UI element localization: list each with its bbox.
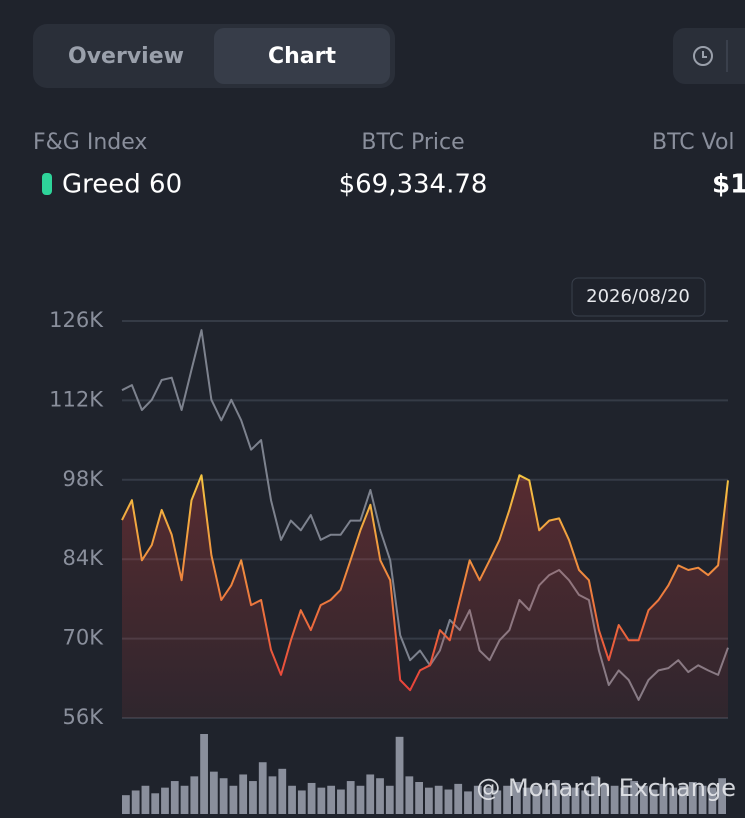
volume-bar xyxy=(317,787,326,814)
volume-bar xyxy=(708,787,717,814)
y-tick-label: 56K xyxy=(63,705,105,729)
volume-bar xyxy=(503,785,511,814)
volume-bar xyxy=(561,785,570,814)
volume-bar xyxy=(688,782,697,814)
volume-bar xyxy=(425,787,433,814)
tab[interactable]: Overview xyxy=(68,44,184,69)
y-tick-label: 84K xyxy=(63,546,105,570)
volume-bar xyxy=(200,734,208,814)
volume-bar xyxy=(718,778,726,814)
volume-bar xyxy=(307,782,316,814)
volume-bar xyxy=(532,785,541,814)
watermark: @ Monarch Exchange xyxy=(476,774,736,802)
volume-bar xyxy=(180,785,189,814)
stat-value: $69,334.78 xyxy=(339,170,488,200)
clock-hand xyxy=(702,51,707,58)
tab-active[interactable] xyxy=(214,28,390,84)
volume-bar xyxy=(288,785,296,814)
volume-bar xyxy=(346,781,355,814)
volume-bar xyxy=(278,768,287,814)
volume-bar xyxy=(571,787,580,814)
stat-value: $1 xyxy=(712,170,745,200)
volume-bar xyxy=(356,785,365,814)
y-tick-label: 70K xyxy=(63,626,105,650)
volume-bar xyxy=(151,793,160,814)
clock-icon xyxy=(693,46,713,66)
date-badge xyxy=(571,277,706,317)
volume-bar xyxy=(131,790,140,814)
volume-bar xyxy=(698,785,707,814)
volume-bar xyxy=(415,782,423,814)
volume-bar xyxy=(600,783,609,814)
volume-bar xyxy=(620,787,629,814)
volume-bar xyxy=(454,783,463,814)
stat-label: F&G Index xyxy=(33,130,147,155)
y-tick-label: 112K xyxy=(49,387,104,411)
volume-bar xyxy=(337,789,345,814)
volume-bar xyxy=(669,787,678,814)
volume-bar xyxy=(122,795,130,814)
volume-bar xyxy=(649,789,658,814)
volume-bar xyxy=(161,787,169,814)
volume-bar xyxy=(297,790,306,814)
date-label: 2026/08/20 xyxy=(586,286,690,307)
stat-label: BTC Price xyxy=(361,130,464,155)
volume-bar xyxy=(385,785,394,814)
volume-bar xyxy=(229,785,238,814)
area-fill xyxy=(122,475,728,718)
y-tick-label: 126K xyxy=(49,308,104,332)
y-tick-label: 98K xyxy=(63,467,105,491)
volume-bar xyxy=(522,787,531,814)
volume-bar xyxy=(473,785,482,814)
tab[interactable]: Chart xyxy=(268,44,337,69)
volume-bar xyxy=(366,774,375,814)
volume-bar xyxy=(581,790,590,814)
volume-bar xyxy=(190,776,199,814)
greed-indicator xyxy=(42,173,52,195)
volume-bar xyxy=(327,785,336,814)
volume-bar xyxy=(464,791,472,814)
volume-bar xyxy=(444,789,453,814)
volume-bar xyxy=(258,762,267,814)
volume-bar xyxy=(434,785,443,814)
volume-bar xyxy=(376,778,384,814)
volume-bar xyxy=(405,776,414,814)
volume-bar xyxy=(209,771,218,814)
volume-bar xyxy=(249,781,257,814)
volume-bar xyxy=(268,776,277,814)
volume-bar xyxy=(512,782,521,814)
volume-bar xyxy=(483,787,492,814)
volume-bar xyxy=(610,785,619,814)
volume-bar xyxy=(542,789,551,814)
volume-bar xyxy=(239,774,248,814)
volume-bar xyxy=(170,781,179,814)
volume-bar xyxy=(679,785,687,814)
volume-bar xyxy=(591,776,599,814)
time-button[interactable] xyxy=(673,28,745,84)
line xyxy=(121,474,729,692)
volume-bar xyxy=(552,780,560,814)
volume-bar xyxy=(493,790,502,814)
volume-bar xyxy=(659,783,668,814)
stat-value: Greed 60 xyxy=(62,170,182,200)
volume-bar xyxy=(395,736,404,814)
volume-bar xyxy=(219,778,228,814)
volume-bar xyxy=(640,785,648,814)
volume-bar xyxy=(141,785,150,814)
volume-bar xyxy=(630,781,639,814)
stat-label: BTC Vol xyxy=(652,130,735,155)
